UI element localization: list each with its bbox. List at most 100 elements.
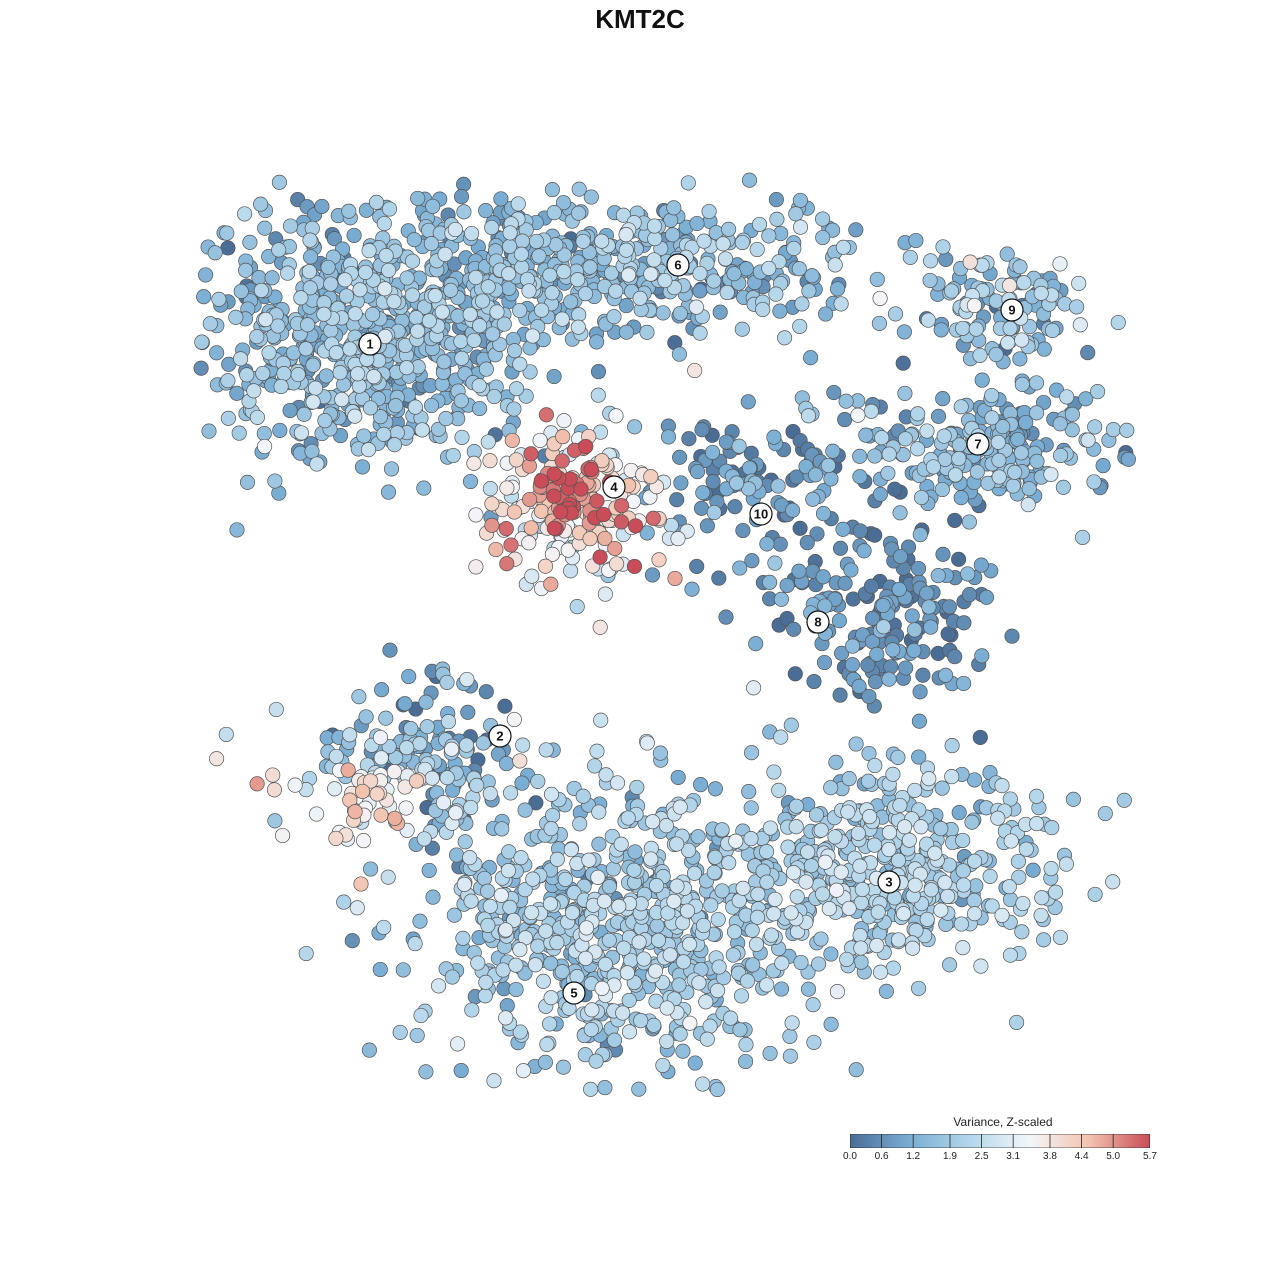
- data-point: [827, 829, 843, 845]
- data-point: [1043, 466, 1059, 482]
- data-point: [416, 299, 433, 315]
- data-point: [326, 231, 342, 247]
- data-point: [896, 906, 912, 922]
- data-point: [525, 328, 541, 344]
- data-point: [714, 883, 730, 899]
- data-point: [454, 429, 470, 445]
- data-point: [193, 360, 209, 376]
- data-point: [923, 253, 939, 269]
- data-point: [670, 769, 686, 785]
- data-point: [597, 956, 613, 972]
- data-point: [892, 505, 908, 521]
- data-point: [1080, 432, 1096, 448]
- data-point: [542, 267, 558, 283]
- data-point: [469, 777, 485, 793]
- data-point: [229, 522, 245, 538]
- data-point: [825, 443, 841, 459]
- data-point: [1029, 788, 1045, 804]
- data-point: [517, 882, 533, 898]
- data-point: [542, 1016, 558, 1032]
- data-point: [615, 1005, 631, 1021]
- cluster-label-text: 10: [754, 507, 768, 522]
- data-point: [361, 1042, 377, 1058]
- data-point: [275, 827, 291, 844]
- data-point: [328, 830, 344, 846]
- data-point: [571, 205, 587, 221]
- data-point: [591, 804, 607, 820]
- data-point: [531, 248, 547, 264]
- data-point: [880, 465, 896, 481]
- data-point: [934, 481, 950, 498]
- data-point: [360, 442, 377, 458]
- data-point: [290, 367, 306, 383]
- data-point: [556, 413, 572, 429]
- data-point: [424, 770, 440, 786]
- data-point: [647, 963, 664, 979]
- data-point: [439, 674, 455, 690]
- data-point: [964, 814, 980, 830]
- data-point: [438, 411, 454, 427]
- data-point: [1016, 275, 1032, 291]
- data-point: [309, 456, 325, 472]
- data-point: [947, 649, 963, 665]
- data-point: [800, 981, 817, 997]
- data-point: [833, 296, 849, 312]
- cluster-label-badge: [806, 610, 830, 634]
- data-point: [689, 558, 705, 574]
- data-point: [527, 957, 543, 973]
- data-point: [766, 906, 782, 922]
- data-point: [546, 488, 562, 504]
- data-point: [875, 619, 892, 635]
- data-point: [702, 1018, 718, 1034]
- cluster-label-badge: [358, 332, 382, 356]
- data-point: [863, 578, 879, 594]
- data-point: [530, 938, 546, 954]
- data-point: [973, 958, 989, 974]
- data-point: [613, 514, 629, 530]
- data-point: [786, 621, 802, 637]
- data-point: [457, 834, 473, 850]
- data-point: [271, 242, 287, 258]
- data-point: [726, 924, 743, 940]
- data-point: [456, 876, 472, 892]
- data-point: [806, 1034, 822, 1050]
- data-point: [464, 225, 480, 242]
- data-point: [1055, 479, 1071, 495]
- data-point: [338, 288, 355, 304]
- data-point: [366, 369, 382, 385]
- data-point: [621, 992, 637, 1008]
- data-point: [314, 198, 330, 214]
- data-point: [652, 745, 668, 761]
- data-point: [459, 671, 475, 688]
- data-point: [302, 280, 318, 296]
- data-point: [270, 318, 286, 334]
- cluster-label-2: 2: [488, 724, 512, 748]
- data-point: [447, 221, 463, 238]
- data-point: [956, 877, 972, 893]
- data-point: [620, 267, 637, 283]
- data-point: [421, 862, 437, 878]
- data-point: [711, 570, 727, 586]
- cluster-label-text: 5: [570, 986, 577, 1001]
- cluster-label-badge: [877, 870, 901, 894]
- data-point: [967, 853, 983, 869]
- data-point: [443, 282, 459, 298]
- data-point: [597, 586, 613, 602]
- data-point: [463, 893, 479, 909]
- data-point: [211, 291, 227, 307]
- data-point: [645, 510, 661, 526]
- data-point: [450, 1036, 466, 1052]
- data-point: [1097, 805, 1113, 822]
- data-point: [412, 736, 428, 752]
- data-point: [453, 333, 469, 349]
- data-point: [196, 289, 212, 305]
- data-point: [770, 478, 786, 494]
- data-point: [867, 757, 883, 774]
- data-point: [823, 780, 839, 796]
- data-point: [782, 1048, 798, 1064]
- data-point: [984, 410, 1000, 426]
- data-point: [506, 711, 522, 728]
- data-point: [436, 354, 452, 370]
- legend-tick-label: 3.1: [1006, 1151, 1021, 1162]
- data-point: [423, 397, 440, 414]
